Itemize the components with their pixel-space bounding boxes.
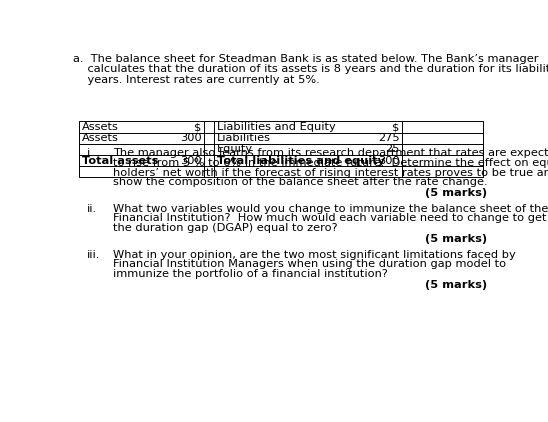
Text: Total assets: Total assets xyxy=(82,156,158,165)
Text: holders’ net worth if the forecast of rising interest rates proves to be true an: holders’ net worth if the forecast of ri… xyxy=(113,168,548,178)
Text: $: $ xyxy=(195,122,202,132)
Text: What in your opinion, are the two most significant limitations faced by: What in your opinion, are the two most s… xyxy=(113,250,516,260)
Text: 300: 300 xyxy=(180,156,202,165)
Text: (5 marks): (5 marks) xyxy=(425,234,487,244)
Text: 300: 300 xyxy=(378,156,399,165)
Text: immunize the portfolio of a financial institution?: immunize the portfolio of a financial in… xyxy=(113,269,389,279)
Text: iii.: iii. xyxy=(87,250,100,260)
Text: (5 marks): (5 marks) xyxy=(425,280,487,290)
Text: Liabilities and Equity: Liabilities and Equity xyxy=(216,122,335,132)
Text: i.: i. xyxy=(87,149,94,158)
Text: $: $ xyxy=(392,122,399,132)
Text: The manager also learns from its research department that rates are expected: The manager also learns from its researc… xyxy=(113,149,548,158)
Text: (5 marks): (5 marks) xyxy=(425,189,487,198)
Text: What two variables would you change to immunize the balance sheet of the: What two variables would you change to i… xyxy=(113,204,548,214)
Text: years. Interest rates are currently at 5%.: years. Interest rates are currently at 5… xyxy=(73,75,320,84)
Text: Equity: Equity xyxy=(216,144,253,154)
Bar xyxy=(79,122,483,177)
Text: to rise from 5 % to 6% in the immediate future.  Determine the effect on equity: to rise from 5 % to 6% in the immediate … xyxy=(113,158,548,168)
Text: the duration gap (DGAP) equal to zero?: the duration gap (DGAP) equal to zero? xyxy=(113,223,338,233)
Text: 275: 275 xyxy=(378,133,399,143)
Text: Financial Institution?  How much would each variable need to change to get: Financial Institution? How much would ea… xyxy=(113,214,547,224)
Text: Total liabilities and equity: Total liabilities and equity xyxy=(216,156,385,165)
Text: Assets: Assets xyxy=(82,122,118,132)
Text: ii.: ii. xyxy=(87,204,97,214)
Text: a.  The balance sheet for Steadman Bank is as stated below. The Bank’s manager: a. The balance sheet for Steadman Bank i… xyxy=(73,54,539,64)
Text: 300: 300 xyxy=(180,133,202,143)
Text: calculates that the duration of its assets is 8 years and the duration for its l: calculates that the duration of its asse… xyxy=(73,64,548,74)
Text: Liabilities: Liabilities xyxy=(216,133,271,143)
Text: show the composition of the balance sheet after the rate change.: show the composition of the balance shee… xyxy=(113,177,488,187)
Text: Assets: Assets xyxy=(82,133,118,143)
Text: Financial Institution Managers when using the duration gap model to: Financial Institution Managers when usin… xyxy=(113,259,506,269)
Text: 25: 25 xyxy=(385,144,399,154)
